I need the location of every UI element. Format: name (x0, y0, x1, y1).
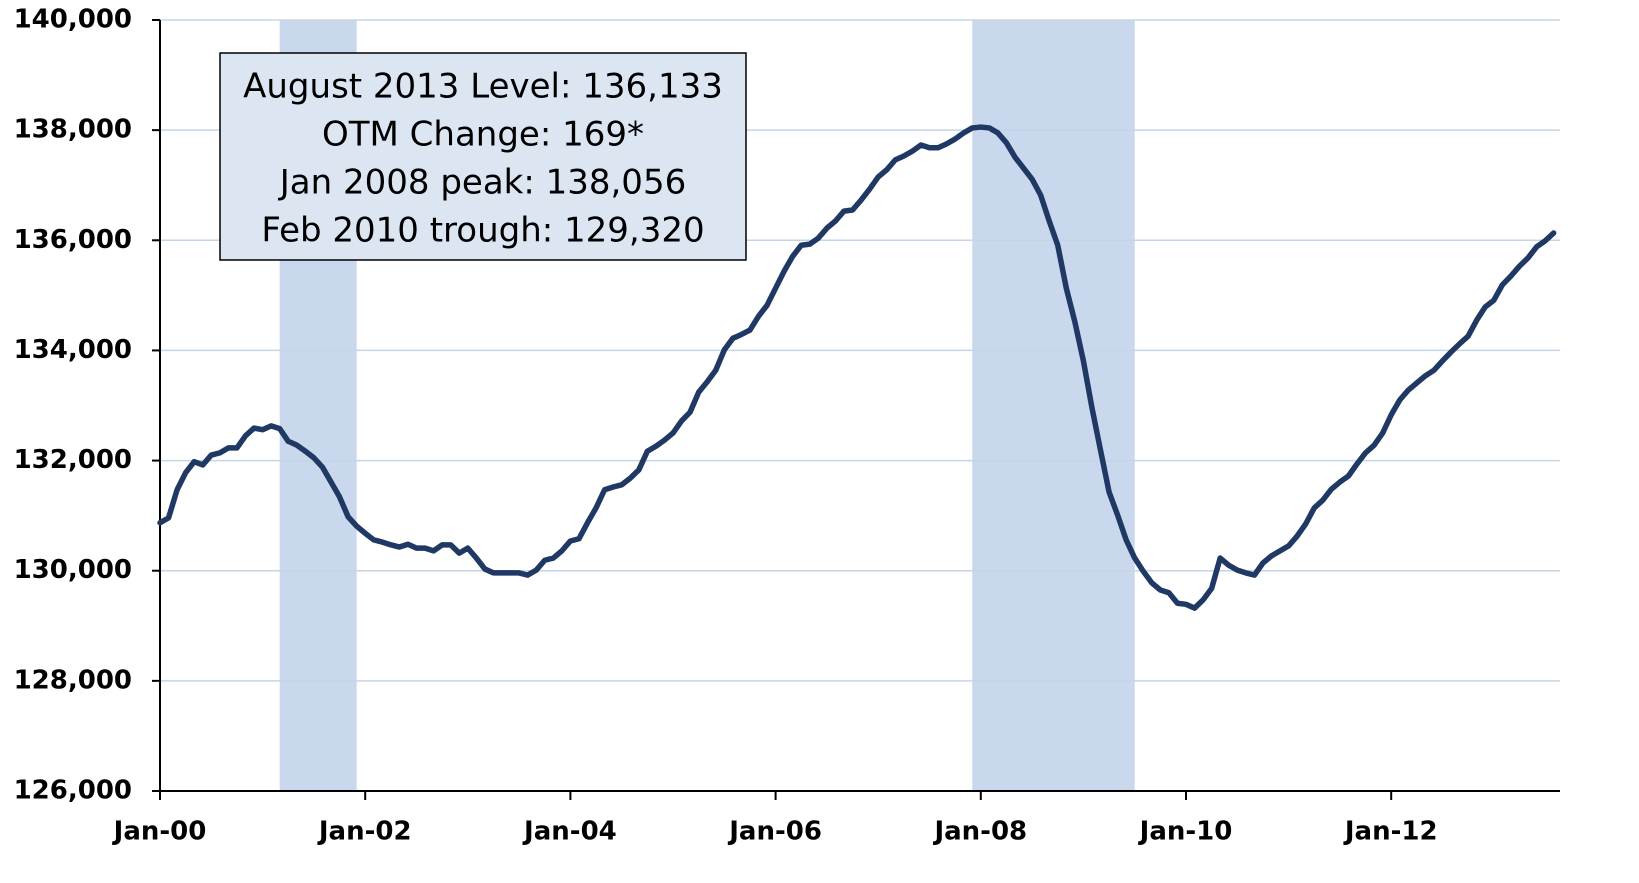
x-tick-label: Jan-08 (932, 817, 1027, 847)
y-tick-label: 134,000 (14, 335, 132, 365)
y-tick-label: 128,000 (14, 665, 132, 695)
y-tick-label: 126,000 (14, 776, 132, 806)
x-tick-label: Jan-10 (1138, 817, 1233, 847)
y-tick-label: 138,000 (14, 115, 132, 145)
y-tick-label: 136,000 (14, 225, 132, 255)
annotation-text: OTM Change: 169* (322, 115, 644, 155)
annotation-text: Feb 2010 trough: 129,320 (261, 211, 704, 251)
x-tick-label: Jan-04 (522, 817, 617, 847)
y-tick-label: 132,000 (14, 445, 132, 475)
x-tick-label: Jan-00 (112, 817, 207, 847)
annotation-text: Jan 2008 peak: 138,056 (278, 163, 686, 203)
y-tick-label: 130,000 (14, 555, 132, 585)
x-tick-label: Jan-12 (1343, 817, 1438, 847)
annotation-text: August 2013 Level: 136,133 (243, 67, 723, 107)
y-tick-label: 140,000 (14, 5, 132, 35)
x-tick-label: Jan-02 (317, 817, 412, 847)
x-tick-label: Jan-06 (727, 817, 822, 847)
recession-band (972, 20, 1135, 791)
annotation-box (219, 52, 747, 261)
data-line (157, 124, 1557, 611)
